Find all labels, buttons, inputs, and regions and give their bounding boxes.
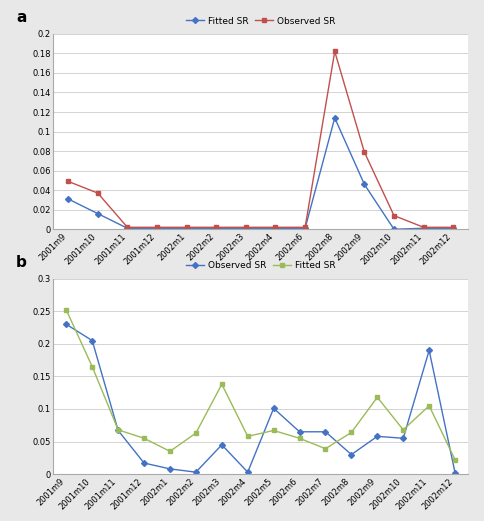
Observed SR [399, 435, 405, 441]
Observed SR [374, 433, 379, 440]
Fitted SR [374, 394, 379, 400]
Observed SR [115, 427, 121, 433]
Line: Fitted SR: Fitted SR [66, 116, 454, 231]
Fitted SR [390, 226, 396, 232]
Fitted SR [141, 435, 147, 441]
Observed SR [242, 224, 248, 230]
Observed SR [65, 178, 71, 184]
Fitted SR [272, 225, 278, 231]
Fitted SR [166, 448, 172, 454]
Observed SR [270, 405, 276, 412]
Fitted SR [95, 210, 101, 217]
Text: b: b [16, 255, 27, 270]
Fitted SR [242, 225, 248, 231]
Fitted SR [65, 196, 71, 202]
Line: Observed SR: Observed SR [64, 322, 456, 475]
Fitted SR [296, 435, 302, 441]
Fitted SR [270, 427, 276, 433]
Legend: Observed SR, Fitted SR: Observed SR, Fitted SR [182, 258, 338, 274]
Observed SR [244, 469, 250, 475]
Line: Fitted SR: Fitted SR [64, 307, 456, 462]
Fitted SR [213, 225, 219, 231]
Observed SR [420, 224, 425, 230]
Observed SR [218, 442, 224, 448]
Fitted SR [63, 307, 69, 313]
Fitted SR [348, 429, 354, 436]
Observed SR [63, 321, 69, 328]
Fitted SR [361, 181, 366, 188]
Fitted SR [193, 430, 198, 436]
Observed SR [451, 470, 457, 476]
Fitted SR [244, 433, 250, 440]
Fitted SR [124, 225, 130, 231]
Observed SR [154, 224, 160, 230]
Fitted SR [331, 115, 337, 121]
Legend: Fitted SR, Observed SR: Fitted SR, Observed SR [182, 13, 338, 29]
Observed SR [322, 429, 328, 435]
Fitted SR [183, 225, 189, 231]
Observed SR [183, 224, 189, 230]
Observed SR [296, 429, 302, 435]
Fitted SR [449, 225, 455, 231]
Observed SR [272, 224, 278, 230]
Observed SR [449, 224, 455, 230]
Observed SR [166, 466, 172, 472]
Observed SR [302, 224, 307, 230]
Fitted SR [451, 456, 457, 463]
Observed SR [124, 224, 130, 230]
Observed SR [425, 348, 431, 354]
Observed SR [193, 469, 198, 475]
Fitted SR [322, 445, 328, 452]
Observed SR [331, 48, 337, 55]
Observed SR [390, 213, 396, 219]
Observed SR [95, 190, 101, 196]
Line: Observed SR: Observed SR [66, 49, 454, 230]
Fitted SR [399, 427, 405, 433]
Fitted SR [425, 403, 431, 409]
Fitted SR [420, 225, 425, 231]
Observed SR [89, 338, 95, 344]
Observed SR [141, 460, 147, 466]
Fitted SR [115, 427, 121, 433]
Fitted SR [89, 364, 95, 370]
Text: a: a [16, 10, 26, 26]
Observed SR [213, 224, 219, 230]
Fitted SR [218, 381, 224, 388]
Observed SR [361, 149, 366, 155]
Fitted SR [154, 225, 160, 231]
Observed SR [348, 451, 354, 458]
Fitted SR [302, 225, 307, 231]
